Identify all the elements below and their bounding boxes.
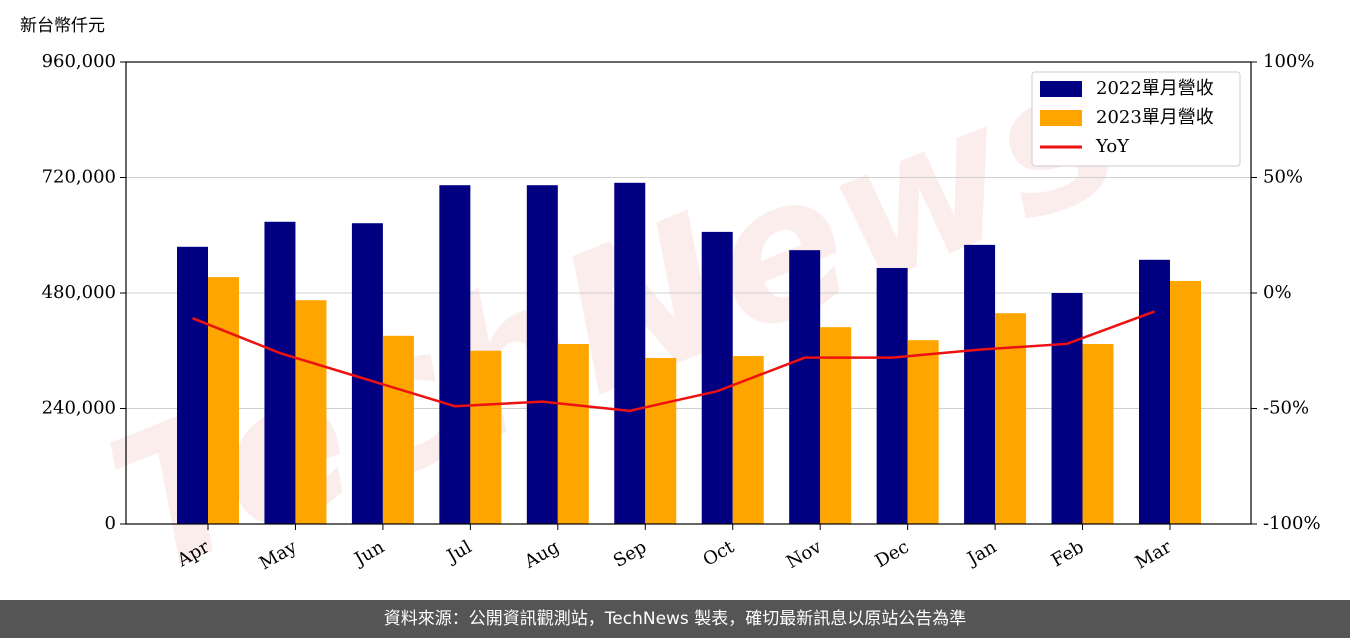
bar: [557, 344, 589, 524]
x-tick-label: Oct: [699, 536, 738, 571]
y2-tick-label: 100%: [1263, 51, 1314, 72]
bar: [995, 313, 1027, 524]
y-tick-label: 480,000: [42, 282, 116, 303]
bar: [351, 223, 383, 524]
bar: [614, 182, 646, 524]
bar: [645, 357, 677, 524]
bar: [1051, 293, 1083, 524]
bar: [964, 244, 996, 524]
x-tick-label: Feb: [1048, 536, 1088, 571]
bar: [1170, 280, 1201, 524]
bar: [526, 185, 558, 524]
y-tick-label: 0: [105, 513, 116, 534]
y-tick-label: 960,000: [42, 51, 116, 72]
footer: 資料來源：公開資訊觀測站，TechNews 製表，確切最新訊息以原站公告為準: [384, 609, 966, 629]
x-tick-label: Jul: [442, 536, 476, 568]
y2-tick-label: 0%: [1263, 282, 1292, 303]
bar: [789, 250, 821, 524]
bar: [907, 340, 939, 524]
yoy-line: [192, 310, 1155, 413]
y-axis-label: 新台幣仟元: [20, 16, 105, 36]
y2-tick-label: -100%: [1263, 513, 1321, 534]
bar: [470, 350, 502, 524]
bar: [295, 300, 327, 524]
legend-label: 2023單月營收: [1096, 107, 1214, 128]
bar: [701, 231, 733, 524]
legend-label: 2022單月營收: [1096, 78, 1214, 99]
legend-swatch: [1040, 110, 1082, 126]
x-tick-label: Dec: [872, 536, 913, 572]
legend-label: YoY: [1095, 136, 1130, 157]
bar: [1139, 259, 1170, 524]
bar: [820, 327, 852, 524]
bar: [208, 277, 239, 524]
bar: [1082, 344, 1114, 524]
bar: [264, 221, 296, 524]
bar: [876, 267, 908, 524]
bar: [382, 335, 414, 524]
y2-tick-label: -50%: [1263, 398, 1309, 419]
x-tick-label: Nov: [783, 536, 826, 573]
x-tick-label: Aug: [520, 536, 563, 573]
plot-frame: [125, 61, 1252, 525]
legend-swatch: [1040, 81, 1082, 97]
y-tick-label: 720,000: [42, 167, 116, 188]
y-tick-label: 240,000: [42, 398, 116, 419]
bar: [732, 356, 764, 524]
legend-box: [1031, 71, 1241, 167]
x-tick-label: Jan: [962, 536, 1000, 570]
bar: [177, 246, 208, 525]
y2-tick-label: 50%: [1263, 167, 1303, 188]
bar: [439, 185, 471, 524]
footer-bar: [0, 600, 1350, 638]
x-tick-label: Sep: [610, 536, 650, 571]
x-tick-label: Mar: [1132, 536, 1176, 573]
